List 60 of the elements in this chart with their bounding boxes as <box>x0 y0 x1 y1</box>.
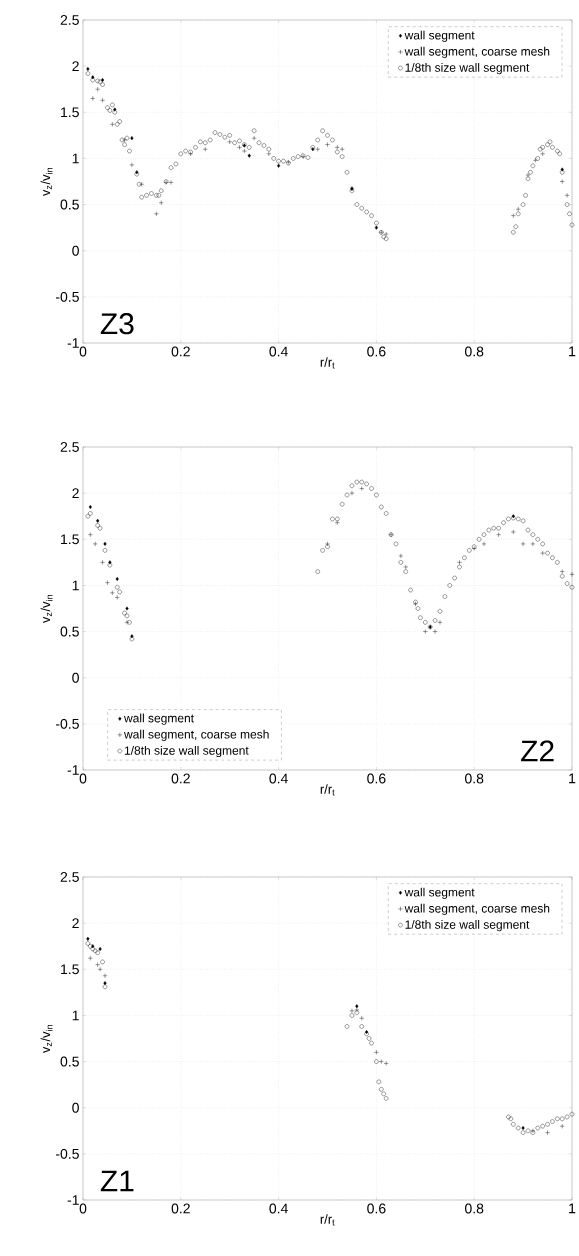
y-tick-label: 0.5 <box>60 626 79 637</box>
x-tick-label: 1 <box>569 346 576 357</box>
y-tick-label: 1.5 <box>60 964 79 975</box>
y-tick-label: 2.5 <box>60 442 79 452</box>
y-tick-label: 0.5 <box>60 1056 79 1067</box>
x-tick-label: 0.4 <box>269 1203 288 1214</box>
y-tick-label: -1 <box>67 1195 79 1205</box>
y-tick-label: 1 <box>72 1010 79 1021</box>
x-tick-label: 0.2 <box>171 1203 190 1214</box>
annotation: Z1 <box>100 1170 134 1192</box>
y-tick-label: 2 <box>72 61 79 72</box>
legend-label: wall segment <box>404 887 475 899</box>
y-tick-label: 0.5 <box>60 199 79 210</box>
legend-label: wall segment, coarse mesh <box>404 46 550 59</box>
y-tick-label: 1.5 <box>60 534 79 545</box>
y-tick-label: 2.5 <box>60 872 79 882</box>
legend-label: wall segment, coarse mesh <box>404 903 550 916</box>
y-tick-label: 0 <box>72 672 79 683</box>
x-axis-title: r/r$_{t}$ <box>320 784 335 796</box>
x-axis-title: r/r$_{t}$ <box>320 357 335 369</box>
y-tick-label: 0 <box>72 245 79 256</box>
x-tick-label: 0.8 <box>464 773 484 784</box>
legend-label: 1/8th size wall segment <box>124 745 249 758</box>
annotation: Z2 <box>520 740 554 762</box>
x-tick-label: 0 <box>79 1203 87 1214</box>
x-tick-label: 0 <box>79 346 87 357</box>
y-tick-label: -1 <box>67 765 79 775</box>
legend-label: wall segment <box>123 713 194 725</box>
annotation: Z3 <box>100 313 134 335</box>
y-axis-title: v$_{z}$/v$_{in}$ <box>40 167 53 197</box>
x-tick-label: 1 <box>569 773 576 784</box>
x-tick-label: 0.8 <box>464 346 484 357</box>
x-tick-label: 0.6 <box>367 1203 386 1214</box>
y-tick-label: 1 <box>72 580 79 591</box>
y-tick-label: 0 <box>72 1102 79 1113</box>
y-tick-label: -0.5 <box>55 1148 79 1159</box>
x-tick-label: 0.2 <box>171 346 190 357</box>
y-tick-label: 2 <box>72 918 79 929</box>
legend-label: wall segment <box>404 30 475 42</box>
y-tick-label: 1 <box>72 153 79 164</box>
y-tick-label: 2.5 <box>60 15 79 25</box>
legend-label: 1/8th size wall segment <box>405 920 530 932</box>
x-tick-label: 0.2 <box>171 773 190 784</box>
x-tick-label: 0.4 <box>269 773 288 784</box>
x-axis-title: r/r$_{t}$ <box>320 1214 335 1226</box>
x-tick-label: 0.6 <box>367 773 386 784</box>
y-tick-label: -0.5 <box>55 291 79 302</box>
y-axis-title: v$_{z}$/v$_{in}$ <box>40 594 53 624</box>
y-tick-label: -1 <box>67 338 79 348</box>
legend-label: wall segment, coarse mesh <box>123 729 269 741</box>
x-tick-label: 0.4 <box>269 346 288 357</box>
x-tick-label: 0.6 <box>367 346 386 357</box>
y-tick-label: -0.5 <box>55 718 79 729</box>
x-tick-label: 1 <box>569 1203 576 1214</box>
x-tick-label: 0.8 <box>464 1203 484 1214</box>
y-tick-label: 2 <box>72 488 79 499</box>
legend-label: 1/8th size wall segment <box>405 63 530 75</box>
x-tick-label: 0 <box>79 773 87 784</box>
y-tick-label: 1.5 <box>60 107 79 118</box>
y-axis-title: v$_{z}$/v$_{in}$ <box>40 1024 53 1054</box>
